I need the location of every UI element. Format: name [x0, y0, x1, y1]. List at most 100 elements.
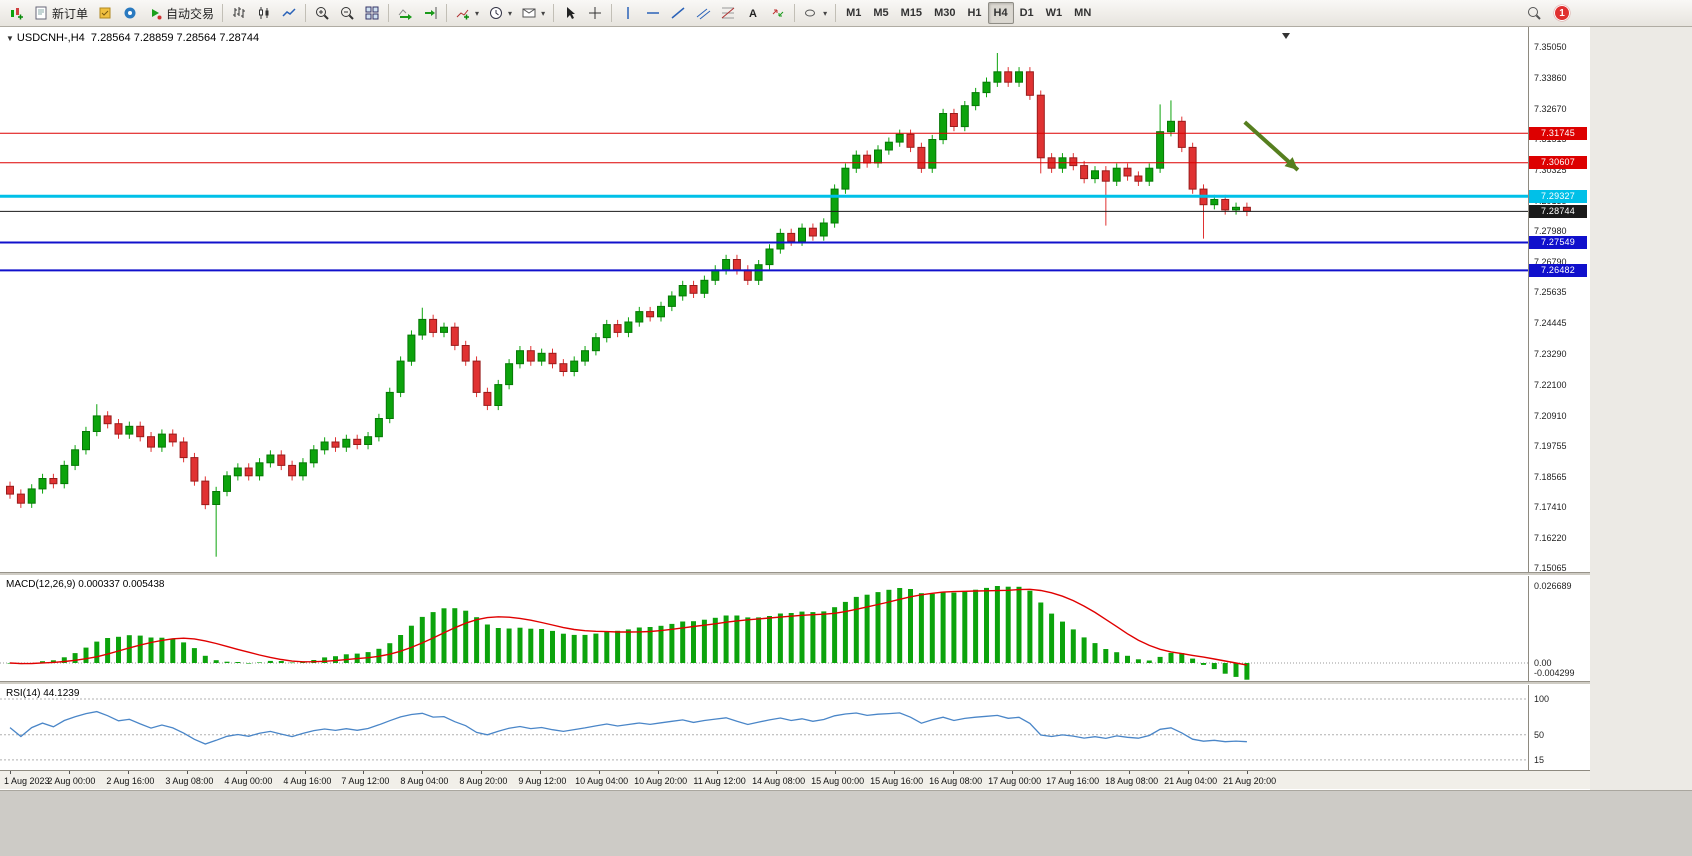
ohlc-values: 7.28564 7.28859 7.28564 7.28744: [90, 32, 260, 44]
crosshair-button[interactable]: [583, 2, 607, 24]
dropdown-arrow-icon: ▾: [541, 8, 546, 18]
zoom-in-button[interactable]: [310, 2, 334, 24]
candle: [429, 314, 438, 338]
metaeditor-button[interactable]: [93, 2, 117, 24]
candle: [190, 452, 199, 486]
candle: [223, 471, 231, 497]
candle: [179, 437, 188, 463]
time-axis-label: 11 Aug 12:00: [693, 776, 746, 786]
main-chart-canvas[interactable]: [0, 27, 1692, 572]
macd-panel[interactable]: MACD(12,26,9) 0.000337 0.005438 0.026689…: [0, 576, 1692, 681]
candlestick-icon: [259, 7, 269, 19]
new-chart-button[interactable]: [4, 2, 28, 24]
time-axis-label: 2 Aug 00:00: [47, 776, 96, 786]
objects-icon: [805, 9, 816, 17]
channel-button[interactable]: [691, 2, 715, 24]
chart-shift-button[interactable]: [418, 2, 442, 24]
candles-layer: [6, 53, 1251, 557]
collapse-triangle-icon[interactable]: ▼: [6, 34, 14, 43]
time-axis-tick: [481, 771, 482, 774]
rsi-axis-label: 50: [1534, 729, 1545, 740]
time-axis-label: 21 Aug 04:00: [1164, 776, 1218, 786]
vertical-line-button[interactable]: [616, 2, 640, 24]
new-order-button[interactable]: 新订单: [29, 2, 92, 24]
candle: [548, 348, 557, 369]
new-chart-icon: [11, 8, 23, 20]
time-axis-label: 10 Aug 04:00: [575, 776, 629, 786]
time-axis-label: 21 Aug 20:00: [1223, 776, 1277, 786]
toolbar-separator: [794, 4, 796, 22]
candle: [201, 476, 210, 510]
bottom-band: [0, 790, 1692, 856]
main-chart-panel[interactable]: ▼ USDCNH-,H4 7.28564 7.28859 7.28564 7.28…: [0, 27, 1692, 572]
candle: [602, 319, 611, 343]
auto-trading-label: 自动交易: [166, 6, 215, 21]
macd-title: MACD(12,26,9) 0.000337 0.005438: [6, 579, 164, 590]
objects-dropdown-button[interactable]: ▾: [799, 2, 831, 24]
candle: [1004, 67, 1013, 87]
timeframe-h4-button[interactable]: H4: [987, 2, 1014, 24]
candle: [754, 260, 763, 285]
svg-text:A: A: [749, 8, 757, 20]
time-axis-tick: [835, 771, 836, 774]
candle: [830, 184, 839, 228]
candle: [136, 421, 145, 442]
rsi-title: RSI(14) 44.1239: [6, 688, 79, 699]
macd-canvas[interactable]: [0, 576, 1692, 681]
candle: [678, 280, 687, 301]
new-order-label: 新订单: [52, 6, 89, 21]
panel-divider[interactable]: [0, 572, 1692, 576]
periods-button[interactable]: ▾: [484, 2, 516, 24]
timeframe-m30-button[interactable]: M30: [928, 2, 961, 24]
community-button[interactable]: [118, 2, 142, 24]
chart-shift-marker[interactable]: [1282, 33, 1290, 39]
candle: [559, 359, 568, 377]
zoom-out-button[interactable]: [335, 2, 359, 24]
timeframe-w1-button[interactable]: W1: [1040, 2, 1069, 24]
candle: [949, 108, 958, 132]
rsi-canvas[interactable]: [0, 685, 1692, 770]
trendline-button[interactable]: [666, 2, 690, 24]
chart-bars-button[interactable]: [227, 2, 251, 24]
horizontal-line-button[interactable]: [641, 2, 665, 24]
time-axis-label: 16 Aug 08:00: [929, 776, 983, 786]
autoscroll-button[interactable]: [393, 2, 417, 24]
panel-divider[interactable]: [0, 681, 1692, 685]
timeframe-d1-button[interactable]: D1: [1014, 2, 1040, 24]
candle: [591, 333, 600, 356]
timeframe-m15-button[interactable]: M15: [895, 2, 928, 24]
candle: [103, 411, 112, 429]
autotrading-button[interactable]: 自动交易: [143, 2, 218, 24]
search-button[interactable]: [1522, 2, 1546, 24]
candle: [819, 218, 828, 241]
time-axis-tick: [658, 771, 659, 774]
fibonacci-button[interactable]: [716, 2, 740, 24]
timeframe-h1-button[interactable]: H1: [961, 2, 987, 24]
candle: [6, 481, 14, 499]
tile-windows-button[interactable]: [360, 2, 384, 24]
candle: [874, 145, 882, 168]
notification-badge[interactable]: 1: [1554, 5, 1570, 21]
community-icon: [124, 7, 136, 19]
vertical-line-icon: [627, 7, 629, 19]
chart-line-button[interactable]: [277, 2, 301, 24]
timeframe-m1-button[interactable]: M1: [840, 2, 867, 24]
timeframe-m5-button[interactable]: M5: [867, 2, 894, 24]
cursor-button[interactable]: [558, 2, 582, 24]
timeframe-mn-button[interactable]: MN: [1068, 2, 1097, 24]
text-tool-button[interactable]: A: [741, 2, 765, 24]
candle: [1232, 202, 1240, 215]
rsi-panel[interactable]: RSI(14) 44.1239 100 50 15: [0, 685, 1692, 770]
chart-candles-button[interactable]: [252, 2, 276, 24]
time-axis-tick: [540, 771, 541, 774]
time-axis[interactable]: 1 Aug 2023 2 Aug 00:00 2 Aug 16:00 3 Aug 08…: [0, 770, 1692, 789]
time-axis-label: 7 Aug 12:00: [341, 776, 390, 786]
price-level-box: 7.30607: [1529, 156, 1587, 170]
arrows-tool-button[interactable]: [766, 2, 790, 24]
templates-button[interactable]: ▾: [517, 2, 549, 24]
price-axis-label: 7.30325: [1534, 165, 1567, 176]
clock-icon: [490, 7, 503, 19]
time-axis-label: 15 Aug 00:00: [811, 776, 865, 786]
price-axis-label: 7.18565: [1534, 471, 1567, 482]
indicators-button[interactable]: ▾: [451, 2, 483, 24]
